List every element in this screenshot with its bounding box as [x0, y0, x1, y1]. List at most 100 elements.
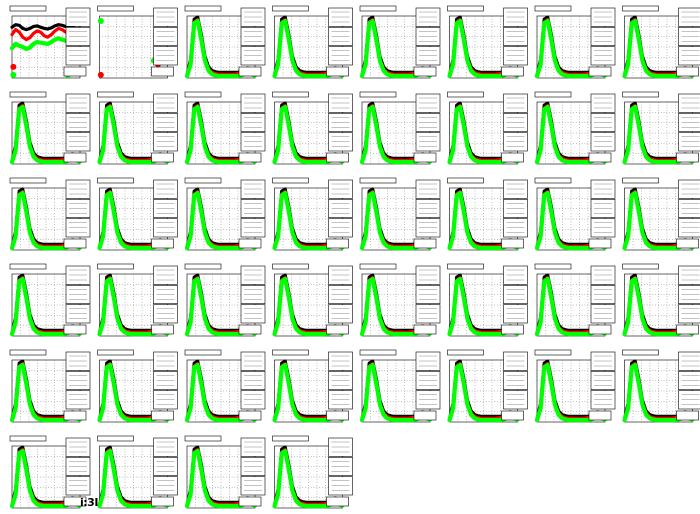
panel-title-box	[534, 5, 572, 12]
legend-footer-box	[501, 324, 524, 335]
panel-title-box	[97, 91, 134, 98]
panel-title-box	[534, 91, 572, 98]
panel-title-box	[9, 435, 47, 442]
legend-footer-box	[151, 152, 174, 163]
panel-18	[97, 177, 178, 251]
legend-footer-box	[63, 66, 87, 77]
legend-footer-box	[326, 410, 349, 421]
panel-34	[97, 349, 178, 423]
panel-title-box	[97, 177, 134, 184]
panel-5	[359, 5, 441, 79]
panel-7	[534, 5, 616, 79]
legend-footer-box	[151, 324, 174, 335]
series-marker	[97, 17, 104, 24]
panel-44	[272, 435, 353, 509]
panel-42	[97, 435, 178, 509]
panel-16	[622, 91, 700, 165]
panel-title-box	[97, 349, 134, 356]
panel-6	[447, 5, 528, 79]
legend-footer-box	[413, 152, 437, 163]
panel-20	[272, 177, 353, 251]
panel-13	[359, 91, 441, 165]
panel-33	[9, 349, 91, 423]
legend-footer-box	[501, 152, 524, 163]
legend-footer-box	[676, 66, 699, 77]
panel-title-box	[447, 263, 484, 270]
panel-title-box	[9, 91, 47, 98]
panel-title-box	[272, 91, 309, 98]
legend-footer-box	[63, 238, 87, 249]
corner-text: i:3I	[80, 496, 98, 509]
panel-39	[534, 349, 616, 423]
panel-title-box	[534, 349, 572, 356]
legend-footer-box	[501, 66, 524, 77]
panel-25	[9, 263, 91, 337]
panel-37	[359, 349, 441, 423]
panel-17	[9, 177, 91, 251]
panel-26	[97, 263, 178, 337]
legend-footer-box	[588, 66, 612, 77]
legend-footer-box	[588, 324, 612, 335]
legend-footer-box	[151, 496, 174, 507]
panel-title-box	[447, 91, 484, 98]
panel-30	[447, 263, 528, 337]
panel-36	[272, 349, 353, 423]
legend-footer-box	[413, 238, 437, 249]
legend-footer-box	[63, 152, 87, 163]
panel-4	[272, 5, 353, 79]
panel-title-box	[359, 91, 397, 98]
panel-title-box	[97, 263, 134, 270]
panel-15	[534, 91, 616, 165]
panel-38	[447, 349, 528, 423]
legend-footer-box	[238, 152, 262, 163]
panel-title-box	[184, 177, 222, 184]
legend-footer-box	[588, 410, 612, 421]
panel-title-box	[184, 91, 222, 98]
panel-title-box	[184, 435, 222, 442]
legend-footer-box	[63, 496, 87, 507]
panel-title-box	[184, 349, 222, 356]
panel-title-box	[9, 177, 47, 184]
panel-32	[622, 263, 700, 337]
panel-title-box	[622, 91, 659, 98]
panel-8	[622, 5, 700, 79]
panel-41	[9, 435, 91, 509]
panel-title-box	[447, 177, 484, 184]
legend-footer-box	[501, 238, 524, 249]
panel-31	[534, 263, 616, 337]
legend-footer-box	[326, 66, 349, 77]
panel-title-box	[97, 5, 134, 12]
legend-footer-box	[238, 324, 262, 335]
panel-1	[9, 5, 91, 79]
panel-12	[272, 91, 353, 165]
panel-3	[184, 5, 266, 79]
legend-footer-box	[413, 324, 437, 335]
legend-footer-box	[413, 410, 437, 421]
panel-title-box	[534, 263, 572, 270]
panel-22	[447, 177, 528, 251]
panel-title-box	[272, 177, 309, 184]
panel-19	[184, 177, 266, 251]
panel-title-box	[622, 5, 659, 12]
legend-footer-box	[676, 410, 699, 421]
panel-14	[447, 91, 528, 165]
legend-footer-box	[326, 238, 349, 249]
panel-title-box	[97, 435, 134, 442]
panel-43	[184, 435, 266, 509]
panel-title-box	[184, 263, 222, 270]
panel-29	[359, 263, 441, 337]
legend-footer-box	[676, 152, 699, 163]
panel-title-box	[184, 5, 222, 12]
panel-title-box	[9, 263, 47, 270]
series-marker	[10, 71, 17, 78]
legend-footer-box	[151, 66, 174, 77]
panel-2	[97, 5, 178, 79]
legend-footer-box	[238, 238, 262, 249]
panel-23	[534, 177, 616, 251]
panel-24	[622, 177, 700, 251]
panel-title-box	[622, 263, 659, 270]
legend-footer-box	[676, 324, 699, 335]
legend-footer-box	[238, 496, 262, 507]
